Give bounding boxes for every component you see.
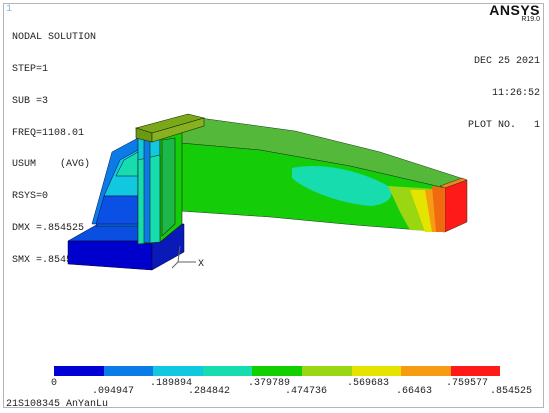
legend-label: .759577 bbox=[446, 378, 489, 389]
stamp-date: DEC 25 2021 bbox=[473, 56, 540, 68]
legend-band bbox=[401, 366, 451, 376]
info-line: USUM (AVG) bbox=[12, 159, 91, 171]
wedge-support bbox=[91, 137, 139, 225]
legend-label: .854525 bbox=[490, 386, 533, 397]
contour-legend-bar bbox=[54, 366, 501, 376]
info-line: FREQ=1108.01 bbox=[12, 127, 85, 139]
info-line: STEP=1 bbox=[12, 63, 49, 75]
legend-band bbox=[351, 366, 402, 376]
info-line: NODAL SOLUTION bbox=[12, 32, 97, 44]
legend-label: .66463 bbox=[396, 386, 433, 397]
footer-caption: 21S108345 AnYanLu bbox=[6, 399, 109, 410]
vertical-column bbox=[137, 128, 183, 245]
graphics-window[interactable] bbox=[3, 3, 544, 408]
stamp-time: 11:26:52 bbox=[491, 87, 540, 99]
legend-label: .189894 bbox=[150, 378, 193, 389]
legend-band bbox=[103, 366, 154, 376]
brand-name: ANSYS bbox=[489, 2, 540, 18]
legend-band bbox=[252, 366, 302, 376]
cantilever-beam bbox=[147, 117, 468, 233]
brand-version: R19.0 bbox=[521, 16, 540, 23]
info-line: SUB =3 bbox=[12, 95, 49, 107]
info-line: DMX =.854525 bbox=[12, 222, 85, 234]
legend-label: .569683 bbox=[347, 378, 390, 389]
stamp-plot-no: PLOT NO. 1 bbox=[467, 119, 540, 131]
triad-x-label: X bbox=[198, 259, 204, 270]
legend-label: .379789 bbox=[248, 378, 291, 389]
plot-stamp: DEC 25 2021 11:26:52 PLOT NO. 1 bbox=[468, 36, 540, 142]
info-line: RSYS=0 bbox=[12, 191, 49, 203]
solution-info: NODAL SOLUTION STEP=1 SUB =3 FREQ=1108.0… bbox=[12, 12, 96, 277]
legend-band bbox=[450, 366, 501, 376]
legend-label: .284842 bbox=[188, 386, 231, 397]
window-number: 1 bbox=[6, 4, 13, 15]
coordinate-triad: X bbox=[171, 245, 204, 270]
top-cap bbox=[134, 113, 206, 143]
legend-label: 0 bbox=[51, 378, 58, 389]
legend-band bbox=[202, 366, 253, 376]
legend-band bbox=[54, 366, 104, 376]
legend-label: .094947 bbox=[92, 386, 135, 397]
ansys-logo: ANSYS R19.0 bbox=[489, 2, 540, 23]
legend-label: .474736 bbox=[285, 386, 328, 397]
legend-band bbox=[301, 366, 352, 376]
legend-band bbox=[153, 366, 203, 376]
info-line: SMX =.854525 bbox=[12, 254, 85, 266]
